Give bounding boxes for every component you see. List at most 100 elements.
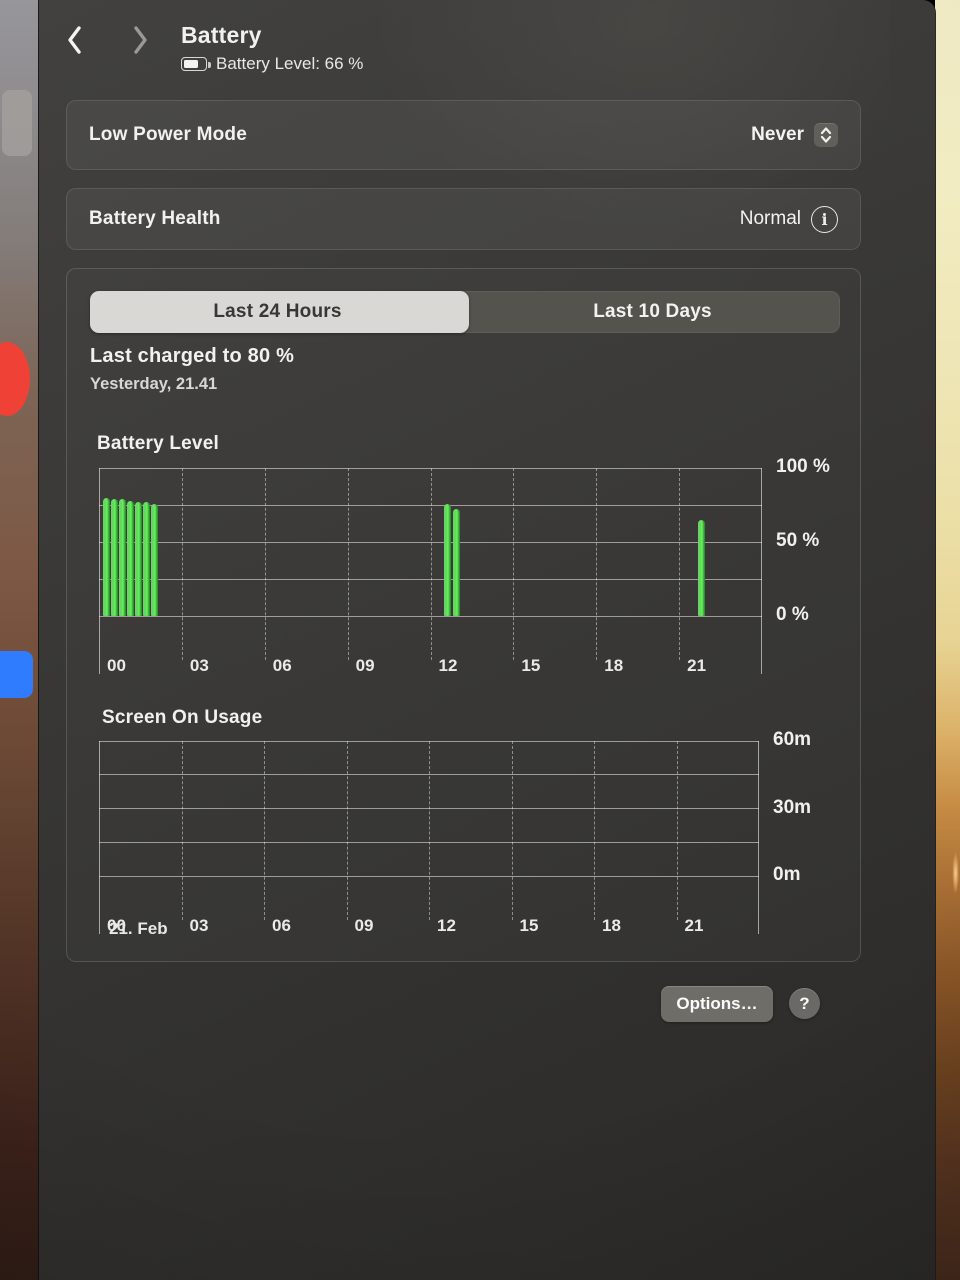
chart-gridline-vertical [513, 468, 515, 660]
info-icon[interactable]: i [811, 205, 838, 233]
chart-y-tick-label: 30m [773, 796, 812, 818]
selected-segment-background [90, 291, 469, 333]
chart-gridline-vertical [430, 468, 432, 660]
chart-gridline-horizontal [99, 808, 759, 809]
battery-level-text: Battery Level: 66 % [216, 54, 364, 73]
forward-button[interactable] [123, 22, 157, 58]
time-range-segmented-control: Last 24 Hours Last 10 Days [90, 291, 840, 333]
chart-x-tick-label: 06 [272, 916, 291, 935]
chart-x-tick-label: 15 [519, 916, 539, 935]
chart-plot-edge [758, 741, 759, 934]
last-charged-subtitle: Yesterday, 21.41 [90, 375, 218, 393]
background-blue-rect [0, 651, 33, 698]
chart-gridline-vertical [181, 468, 183, 660]
battery-level-bar [103, 497, 111, 616]
battery-icon [181, 57, 211, 71]
chart-gridline-horizontal [99, 578, 762, 580]
chart-x-tick-label: 12 [437, 916, 456, 935]
desktop-background-left [0, 0, 38, 1280]
chart-y-tick-label: 60m [773, 729, 812, 750]
chart-gridline-vertical [511, 741, 513, 920]
chart-plot-edge [99, 741, 100, 934]
battery-level-bar [444, 503, 452, 616]
last-charged-title: Last charged to 80 % [90, 345, 295, 367]
low-power-mode-label: Low Power Mode [89, 124, 247, 145]
chart-x-tick-label: 00 [107, 656, 126, 675]
battery-level-bar [452, 509, 460, 616]
back-button[interactable] [57, 22, 91, 58]
background-window-fragment [2, 90, 32, 156]
tab-last-10-days[interactable]: Last 10 Days [593, 301, 712, 322]
battery-level-bar [134, 502, 142, 616]
battery-level-bar [111, 499, 119, 616]
chart-x-tick-label: 15 [521, 656, 541, 675]
chart-x-tick-label: 21 [687, 656, 707, 675]
chart-plot-edge [761, 468, 762, 674]
chart-gridline-vertical [676, 741, 678, 920]
wallpaper-light-flare [938, 845, 960, 915]
low-power-mode-value: Never [751, 124, 804, 145]
chart-date-label: 21. Feb [109, 919, 168, 938]
background-red-dot [0, 342, 30, 416]
chart-gridline-horizontal [99, 774, 759, 776]
chart-x-tick-label: 12 [438, 656, 458, 675]
back-chevron-icon [67, 26, 81, 54]
chart-gridline-horizontal [99, 467, 762, 469]
chart-gridline-horizontal [99, 504, 762, 506]
battery-health-row: Battery Health Normal i [66, 188, 861, 250]
chart-gridline-vertical [264, 468, 266, 660]
chart-y-tick-label: 50 % [776, 530, 820, 551]
forward-chevron-icon [133, 26, 147, 54]
chart-gridline-vertical [594, 741, 595, 920]
battery-level-chart-title: Battery Level [97, 433, 219, 454]
screen-on-usage-chart-title: Screen On Usage [102, 707, 263, 728]
screen-on-usage-plot: 60m 30m 0m [99, 729, 811, 934]
chart-gridline-horizontal [99, 841, 759, 843]
chart-plot-edge [99, 468, 100, 674]
chart-gridline-horizontal [99, 541, 762, 543]
chart-x-tick-label: 03 [189, 656, 209, 675]
chart-x-tick-label: 18 [602, 916, 621, 935]
chart-gridline-vertical [264, 741, 265, 920]
chart-x-tick-label: 00 [107, 916, 126, 935]
chart-gridline-vertical [429, 741, 430, 920]
chart-gridline-vertical [596, 468, 598, 660]
screen-on-usage-chart: Screen On Usage 60m 30m 0m 21. Feb 00 03 06 0… [99, 707, 811, 938]
battery-level-plot: 100 % 50 % 0 % [99, 456, 830, 674]
battery-level-chart: Battery Level 100 % 50 % 0 % 00 03 06 09 12 15 1… [97, 433, 830, 675]
tab-last-24-hours[interactable]: Last 24 Hours [213, 301, 342, 322]
low-power-mode-row: Low Power Mode Never [66, 100, 861, 170]
chart-gridline-horizontal [99, 740, 759, 742]
battery-level-bar [698, 519, 706, 616]
chart-x-tick-label: 21 [684, 916, 704, 935]
popup-stepper-icon [814, 123, 838, 147]
battery-usage-panel: Last 24 Hours Last 10 Days Last charged … [66, 268, 861, 962]
chart-y-tick-label: 0 % [776, 604, 809, 625]
battery-level-bar [150, 503, 158, 616]
battery-level-bar [142, 502, 150, 616]
chart-gridline-vertical [679, 468, 681, 660]
chart-gridline-vertical [346, 741, 348, 920]
help-icon[interactable]: ? [789, 988, 820, 1019]
chart-y-tick-label: 0m [773, 864, 801, 885]
battery-level-bar [126, 500, 134, 616]
page-title: Battery [181, 22, 262, 48]
desktop-wallpaper-right [935, 0, 960, 1280]
battery-level-status: Battery Level: 66 % [181, 54, 363, 74]
chart-x-tick-label: 09 [354, 916, 374, 935]
chart-gridline-horizontal [99, 875, 759, 877]
battery-level-bar [118, 499, 126, 616]
options-button[interactable]: Options… [661, 986, 773, 1022]
chart-gridline-vertical [347, 468, 349, 660]
chart-x-tick-label: 06 [272, 656, 292, 675]
battery-health-value: Normal [739, 208, 801, 229]
chart-gridline-horizontal [99, 615, 762, 617]
chart-y-tick-label: 100 % [776, 456, 830, 477]
chart-x-tick-label: 18 [604, 656, 624, 675]
battery-health-label: Battery Health [89, 208, 221, 229]
system-settings-battery-pane: Battery Battery Level: 66 % Low Power Mo… [38, 0, 936, 1280]
low-power-mode-popup[interactable]: Never [751, 123, 838, 147]
chart-x-tick-label: 09 [355, 656, 375, 675]
chart-x-tick-label: 03 [189, 916, 209, 935]
chart-gridline-vertical [181, 741, 183, 920]
